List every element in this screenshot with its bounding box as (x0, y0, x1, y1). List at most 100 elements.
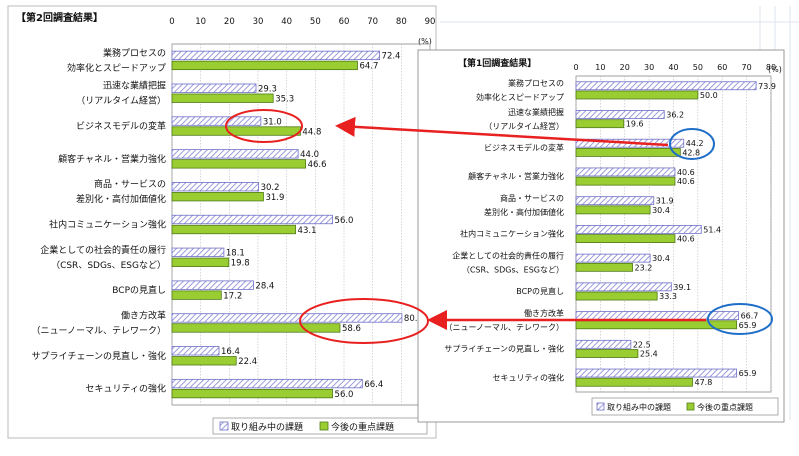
bar-series2 (171, 388, 333, 399)
data-label: 22.4 (238, 357, 257, 367)
blue-ellipse-highlight (707, 303, 773, 335)
chart-title: 【第1回調査結果】 (458, 57, 536, 69)
x-tick-label: 60 (717, 63, 727, 72)
bar-series1 (575, 311, 739, 320)
legend-label-series1: 取り組み中の課題 (231, 421, 303, 433)
data-label: 47.8 (695, 378, 713, 387)
data-label: 30.4 (652, 254, 670, 263)
data-label: 56.0 (335, 216, 354, 226)
unit-label: (%) (418, 37, 432, 46)
bar-series1 (171, 182, 259, 192)
category-label: （CSR、SDGs、ESGなど） (51, 260, 166, 271)
bar-series1 (171, 50, 380, 61)
data-label: 65.9 (739, 321, 757, 330)
category-label: 企業としての社会的責任の履行 (40, 244, 166, 256)
red-arrow (335, 116, 669, 147)
x-tick-label: 50 (310, 17, 321, 27)
bar-series2 (575, 349, 639, 358)
bar-series2 (575, 377, 693, 387)
legend-label-series2: 今後の重点課題 (331, 421, 394, 433)
legend-swatch-series1 (219, 421, 229, 431)
bar-series2 (575, 90, 699, 100)
bar-series2 (575, 176, 676, 186)
bar-series2 (171, 159, 306, 169)
bar-series2 (171, 126, 301, 136)
category-label: 業務プロセスの (103, 47, 166, 59)
x-tick-label: 30 (644, 63, 654, 72)
data-label: 40.6 (677, 235, 695, 244)
x-tick-label: 60 (339, 17, 350, 27)
data-label: 19.6 (626, 120, 644, 129)
data-label: 56.0 (335, 390, 354, 400)
data-label: 50.0 (700, 91, 718, 100)
category-label: 社内コミュニケーション強化 (460, 229, 564, 239)
data-label: 33.3 (659, 292, 677, 301)
chart-title: 【第2回調査結果】 (16, 11, 103, 24)
category-label: セキュリティの強化 (492, 372, 564, 382)
x-tick-label: 80 (766, 63, 776, 72)
data-label: 29.3 (258, 84, 277, 94)
data-label: 30.4 (652, 206, 670, 215)
legend-swatch-series2 (319, 421, 329, 431)
x-tick-label: 70 (367, 17, 378, 27)
bar-series1 (575, 339, 632, 349)
category-label: （ニューノーマル、テレワーク） (444, 323, 564, 332)
bar-series1 (575, 368, 738, 378)
data-label: 46.6 (308, 160, 327, 170)
red-ellipse-highlight (225, 109, 303, 143)
legend: 取り組み中の課題 今後の重点課題 (591, 397, 779, 416)
bar-series2 (575, 262, 633, 272)
category-label: （リアルタイム経営） (76, 95, 166, 107)
data-label: 65.9 (739, 369, 757, 378)
bar-series2 (171, 323, 341, 333)
legend-swatch-series2 (686, 402, 695, 411)
bar-series2 (171, 257, 230, 267)
legend-label-series2: 今後の重点課題 (697, 402, 753, 412)
data-label: 66.7 (741, 312, 759, 321)
bar-series1 (171, 346, 220, 356)
data-label: 35.3 (275, 94, 294, 104)
bar-series1 (575, 110, 665, 119)
category-label: 社内コミュニケーション強化 (49, 219, 166, 231)
category-label: 商品・サービスの (500, 193, 564, 203)
unit-label: (%) (768, 65, 782, 74)
category-label: 顧客チャネル・営業力強化 (468, 171, 564, 181)
data-label: 44.2 (686, 139, 704, 148)
category-label: 迅速な業績把握 (103, 80, 166, 92)
data-label: 72.4 (382, 52, 401, 62)
x-tick-label: 0 (169, 17, 174, 27)
bar-series2 (171, 192, 264, 202)
category-label: BCPの見直し (516, 286, 564, 296)
data-label: 31.0 (263, 117, 282, 127)
data-label: 43.1 (298, 226, 317, 236)
bar-series2 (575, 148, 681, 157)
data-label: 28.4 (255, 281, 274, 291)
data-label: 44.8 (302, 127, 321, 137)
data-label: 40.6 (677, 168, 695, 177)
data-label: 31.9 (656, 197, 674, 206)
bar-series2 (575, 205, 651, 215)
x-tick-label: 90 (425, 17, 436, 27)
bar-series1 (575, 81, 757, 91)
bar-series1 (171, 83, 257, 93)
category-label: 働き方改革 (121, 309, 166, 321)
category-label: 差別化・高付加価値化 (76, 193, 166, 205)
x-tick-label: 0 (573, 63, 578, 72)
data-label: 40.6 (677, 177, 695, 186)
category-label: 効率化とスピードアップ (67, 62, 166, 74)
x-tick-label: 30 (253, 17, 264, 27)
x-tick-label: 10 (595, 63, 605, 72)
bar-series1 (171, 214, 333, 225)
x-tick-label: 40 (281, 17, 292, 27)
data-label: 23.2 (635, 263, 653, 272)
data-label: 73.9 (758, 82, 776, 91)
category-label: 迅速な業績把握 (508, 107, 564, 117)
chart-first-survey: 【第1回調査結果】 (%) 0 10 20 30 40 50 60 70 80 業務プロセスの効… (417, 49, 785, 423)
data-label: 58.6 (342, 324, 361, 334)
bar-series1 (171, 378, 363, 389)
x-tick-label: 40 (668, 63, 678, 72)
bar-series1 (575, 167, 676, 177)
x-tick-label: 10 (195, 17, 206, 27)
bar-series1 (575, 282, 672, 292)
legend-swatch-series1 (596, 402, 605, 411)
